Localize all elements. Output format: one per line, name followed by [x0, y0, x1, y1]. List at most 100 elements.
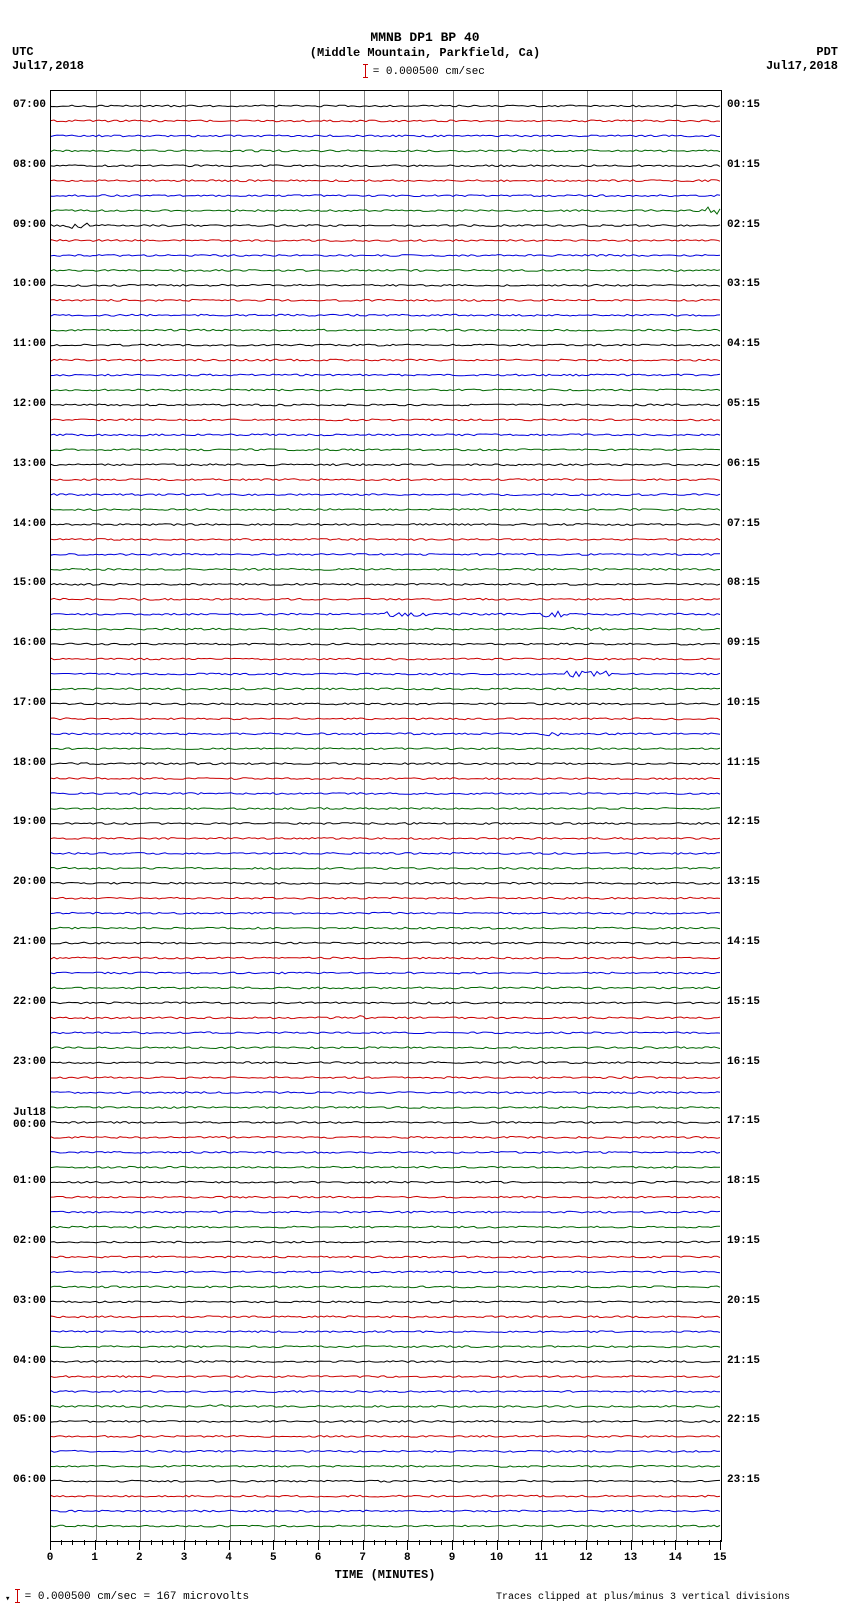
time-label-utc: 11:00: [0, 338, 46, 350]
x-minor-tick: [530, 1540, 531, 1545]
seismic-trace: [51, 1077, 720, 1079]
seismic-trace: [51, 524, 720, 526]
seismic-trace: [51, 927, 720, 929]
time-label-utc: 20:00: [0, 876, 46, 888]
x-major-tick: [720, 1540, 721, 1550]
x-minor-tick: [218, 1540, 219, 1545]
tz-right-date: Jul17,2018: [766, 59, 838, 73]
x-minor-tick: [620, 1540, 621, 1545]
footer-scale-text: = 0.000500 cm/sec = 167 microvolts: [25, 1591, 249, 1603]
time-label-utc: 02:00: [0, 1235, 46, 1247]
x-tick-label: 15: [713, 1552, 726, 1564]
x-minor-tick: [117, 1540, 118, 1545]
time-label-pdt: 22:15: [727, 1414, 760, 1426]
seismic-trace: [51, 733, 720, 736]
x-minor-tick: [653, 1540, 654, 1545]
time-label-utc: 22:00: [0, 996, 46, 1008]
seismic-trace: [51, 1465, 720, 1467]
x-axis-label: TIME (MINUTES): [50, 1568, 720, 1582]
seismic-trace: [51, 329, 720, 331]
seismic-trace: [51, 569, 720, 571]
x-minor-tick: [385, 1540, 386, 1545]
seismic-trace: [51, 1032, 720, 1034]
x-major-tick: [407, 1540, 408, 1550]
x-tick-label: 3: [181, 1552, 188, 1564]
seismic-trace: [51, 808, 720, 810]
time-label-pdt: 09:15: [727, 637, 760, 649]
seismic-trace: [51, 479, 720, 481]
time-label-pdt: 05:15: [727, 398, 760, 410]
footer-scale-bar-icon: [17, 1589, 18, 1603]
seismic-trace: [51, 627, 720, 630]
time-label-utc: 05:00: [0, 1414, 46, 1426]
time-label-utc: 17:00: [0, 697, 46, 709]
x-minor-tick: [61, 1540, 62, 1545]
seismic-trace: [51, 314, 720, 316]
time-label-pdt: 03:15: [727, 278, 760, 290]
x-minor-tick: [151, 1540, 152, 1545]
seismic-trace: [51, 1047, 720, 1049]
seismic-trace: [51, 611, 720, 617]
x-minor-tick: [296, 1540, 297, 1545]
seismic-trace: [51, 1391, 720, 1393]
time-label-utc: 09:00: [0, 219, 46, 231]
seismic-trace: [51, 1525, 720, 1527]
x-major-tick: [139, 1540, 140, 1550]
seismic-trace: [51, 598, 720, 600]
x-minor-tick: [307, 1540, 308, 1545]
seismic-trace: [51, 1211, 720, 1213]
seismic-trace: [51, 1405, 720, 1408]
seismic-trace: [51, 1510, 720, 1512]
x-minor-tick: [430, 1540, 431, 1545]
x-major-tick: [675, 1540, 676, 1550]
time-label-pdt: 08:15: [727, 577, 760, 589]
seismic-trace: [51, 419, 720, 421]
seismic-trace: [51, 299, 720, 301]
seismic-trace: [51, 135, 720, 137]
x-major-tick: [631, 1540, 632, 1550]
seismic-trace: [51, 449, 720, 451]
seismic-trace: [51, 150, 720, 152]
time-label-pdt: 01:15: [727, 159, 760, 171]
seismic-trace: [51, 1152, 720, 1154]
x-tick-label: 11: [535, 1552, 548, 1564]
seismic-trace: [51, 1137, 720, 1139]
time-label-utc: 19:00: [0, 816, 46, 828]
seismic-trace: [51, 434, 720, 436]
seismic-trace: [51, 1286, 720, 1288]
x-tick-label: 12: [579, 1552, 592, 1564]
x-tick-label: 1: [91, 1552, 98, 1564]
time-label-pdt: 11:15: [727, 757, 760, 769]
time-label-utc: 13:00: [0, 458, 46, 470]
seismic-trace: [51, 1271, 720, 1273]
seismic-trace: [51, 867, 720, 869]
seismic-trace: [51, 823, 720, 825]
time-label-utc: 10:00: [0, 278, 46, 290]
seismic-trace: [51, 509, 720, 511]
seismic-trace: [51, 838, 720, 840]
x-minor-tick: [195, 1540, 196, 1545]
time-label-pdt: 21:15: [727, 1355, 760, 1367]
seismic-trace: [51, 1331, 720, 1333]
seismic-trace: [51, 1092, 720, 1094]
seismic-trace: [51, 1181, 720, 1183]
time-label-utc: 23:00: [0, 1056, 46, 1068]
tz-left-date: Jul17,2018: [12, 59, 84, 73]
x-major-tick: [363, 1540, 364, 1550]
seismic-trace: [51, 1316, 720, 1318]
time-label-pdt: 17:15: [727, 1115, 760, 1127]
x-tick-label: 8: [404, 1552, 411, 1564]
time-label-pdt: 02:15: [727, 219, 760, 231]
seismic-trace: [51, 539, 720, 541]
x-tick-label: 5: [270, 1552, 277, 1564]
time-label-utc: 06:00: [0, 1474, 46, 1486]
time-label-utc: 16:00: [0, 637, 46, 649]
seismic-trace: [51, 882, 720, 884]
seismic-trace: [51, 554, 720, 556]
x-tick-label: 0: [47, 1552, 54, 1564]
x-minor-tick: [441, 1540, 442, 1545]
time-label-pdt: 20:15: [727, 1295, 760, 1307]
x-minor-tick: [352, 1540, 353, 1545]
seismic-trace: [51, 658, 720, 660]
seismic-trace: [51, 1002, 720, 1004]
